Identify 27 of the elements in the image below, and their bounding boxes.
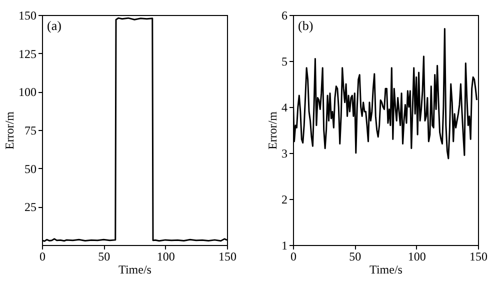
- y-tick-label: 1: [282, 238, 288, 252]
- y-tick-label: 5: [282, 54, 288, 68]
- line-series: [42, 17, 227, 242]
- x-tick-label: 150: [218, 250, 236, 264]
- y-tick-label: 2: [282, 192, 288, 206]
- x-axis-title: Time/s: [118, 262, 152, 276]
- y-tick-label: 150: [18, 8, 36, 22]
- y-tick-label: 3: [282, 146, 288, 160]
- annotation: (a): [47, 18, 62, 33]
- y-tick-label: 50: [24, 162, 36, 176]
- y-tick-label: 25: [24, 200, 36, 214]
- y-tick-label: 4: [282, 100, 288, 114]
- y-axis-title: Error/m: [266, 110, 280, 150]
- x-tick-label: 0: [290, 250, 296, 264]
- y-tick-label: 75: [24, 124, 36, 138]
- annotation: (b): [298, 18, 314, 33]
- x-tick-label: 100: [156, 250, 175, 264]
- x-tick-label: 100: [408, 250, 426, 264]
- x-tick-label: 50: [349, 250, 362, 264]
- x-tick-label: 50: [98, 250, 110, 264]
- x-tick-label: 150: [470, 250, 488, 264]
- y-tick-label: 6: [282, 8, 288, 22]
- x-axis-title: Time/s: [370, 262, 403, 276]
- y-tick-label: 125: [18, 46, 36, 61]
- x-tick-label: 0: [40, 250, 46, 264]
- y-axis-title: Error/m: [2, 110, 16, 150]
- y-tick-label: 100: [18, 85, 36, 100]
